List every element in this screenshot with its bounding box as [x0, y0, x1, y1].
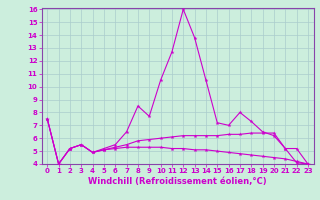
X-axis label: Windchill (Refroidissement éolien,°C): Windchill (Refroidissement éolien,°C) — [88, 177, 267, 186]
